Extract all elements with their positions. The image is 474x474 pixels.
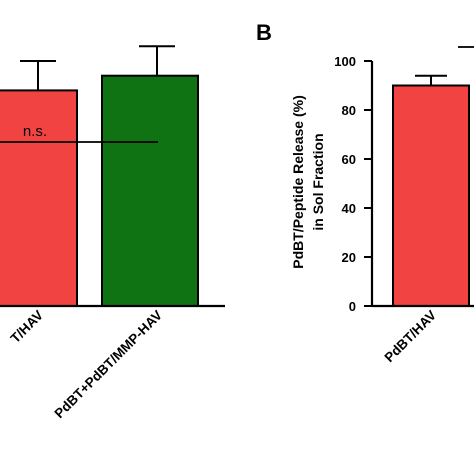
panel-a-category-label-2: PdBT+PdBT/MMP-HAV bbox=[52, 308, 166, 422]
panel-b-y-axis-title: PdBT/Peptide Release (%) bbox=[290, 95, 306, 269]
panel-b-y-tick-label-100: 100 bbox=[334, 54, 356, 69]
panel-b-y-axis-title-line2: in Sol Fraction bbox=[310, 133, 326, 230]
panel-b-y-ticks: 0 20 40 60 80 100 bbox=[334, 54, 372, 314]
panel-a-bar-1 bbox=[0, 89, 78, 308]
panel-a-bar-2 bbox=[101, 74, 199, 307]
panel-b-bar-1 bbox=[392, 84, 470, 307]
panel-a-significance-label: n.s. bbox=[23, 123, 47, 140]
panel-a: n.s. T/HAV PdBT+PdBT/MMP-HAV bbox=[0, 45, 225, 422]
panel-a-category-labels: T/HAV PdBT+PdBT/MMP-HAV bbox=[8, 308, 166, 422]
panel-b-bars bbox=[392, 74, 470, 307]
panel-a-bars bbox=[0, 45, 199, 308]
panel-a-category-label-1: T/HAV bbox=[8, 308, 47, 347]
panel-b-y-tick-label-0: 0 bbox=[349, 299, 356, 314]
panel-b-y-tick-label-20: 20 bbox=[342, 250, 356, 265]
panel-b-category-labels: PdBT/HAV bbox=[381, 308, 439, 366]
panel-b-category-label-1: PdBT/HAV bbox=[381, 308, 439, 366]
panel-b: B PdBT/Peptide Release (%) in Sol Fracti… bbox=[256, 20, 474, 365]
panel-b-y-tick-label-40: 40 bbox=[342, 201, 356, 216]
panel-b-y-tick-label-80: 80 bbox=[342, 103, 356, 118]
panel-b-letter: B bbox=[256, 20, 272, 45]
panel-b-y-tick-label-60: 60 bbox=[342, 152, 356, 167]
